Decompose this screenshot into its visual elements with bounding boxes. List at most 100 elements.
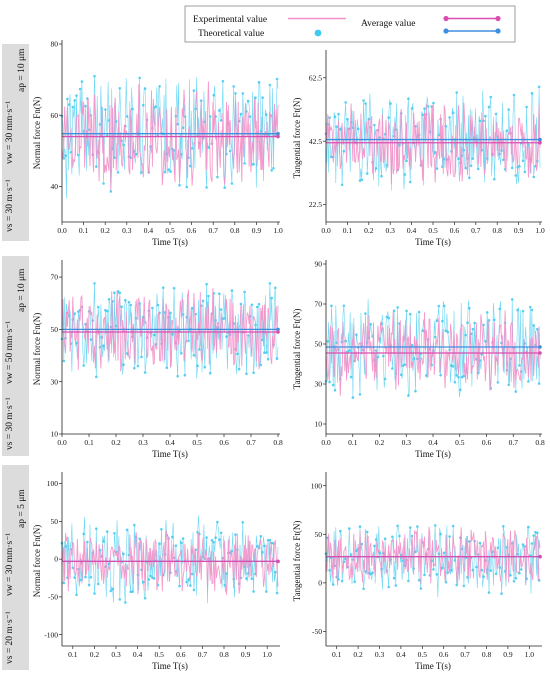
- x-tick-label: 0.8: [219, 650, 229, 659]
- theoretical-value-point: [95, 165, 98, 168]
- theoretical-value-point: [140, 171, 143, 174]
- theoretical-value-point: [218, 292, 221, 296]
- y-tick-label: 22.5: [309, 200, 322, 209]
- theoretical-value-point: [87, 583, 91, 587]
- theoretical-value-point: [107, 562, 111, 565]
- theoretical-value-point: [230, 182, 234, 185]
- theoretical-value-point: [96, 582, 100, 586]
- theoretical-value-point: [371, 571, 374, 575]
- theoretical-value-point: [190, 572, 194, 576]
- x-tick-label: 0.4: [133, 650, 143, 659]
- theoretical-value-point: [439, 532, 442, 536]
- theoretical-value-point: [502, 525, 505, 528]
- theoretical-value-point: [373, 123, 376, 127]
- theoretical-value-point: [407, 394, 410, 397]
- theoretical-value-point: [248, 115, 252, 118]
- theoretical-value-point: [387, 585, 391, 589]
- theoretical-value-point: [241, 92, 245, 95]
- theoretical-value-point: [346, 117, 349, 121]
- x-tick-label: 0.6: [482, 438, 492, 447]
- theoretical-value-point: [181, 537, 185, 540]
- theoretical-value-point: [149, 574, 152, 578]
- theoretical-value-point: [257, 80, 261, 84]
- theoretical-value-point: [239, 302, 243, 306]
- theoretical-value-point: [246, 334, 250, 337]
- theoretical-value-point: [468, 176, 471, 180]
- theoretical-value-point: [471, 568, 475, 572]
- theoretical-value-point: [250, 577, 254, 580]
- y-tick-label: 100: [311, 481, 323, 490]
- theoretical-value-point: [527, 380, 530, 383]
- theoretical-value-point: [69, 150, 73, 154]
- theoretical-value-point: [407, 97, 410, 100]
- theoretical-value-point: [178, 584, 181, 588]
- theoretical-value-point: [189, 584, 192, 587]
- y-tick-label: 80: [51, 40, 59, 49]
- x-tick-label: 0.6: [219, 438, 229, 447]
- theoretical-value-point: [433, 335, 437, 339]
- theoretical-value-point: [507, 383, 511, 387]
- theoretical-value-point: [143, 371, 147, 374]
- theoretical-value-point: [437, 133, 441, 137]
- x-tick-label: 0.2: [90, 650, 100, 659]
- condition-label-vw: vw = 50 mm·s⁻¹: [5, 321, 15, 384]
- x-tick-label: 0.8: [230, 226, 240, 235]
- condition-band-row3: vs = 20 m·s⁻¹ vw = 30 mm·s⁻¹ ap = 5 μm: [2, 465, 29, 670]
- theoretical-value-point: [485, 311, 489, 314]
- theoretical-value-point: [330, 155, 333, 159]
- experimental-value-line: [61, 81, 279, 191]
- panel-row1-left: 0.0 0.1 0.2 0.3 0.4 0.5 0.6 0.7 0.8 0.9 1.0 40 60 80 T…: [32, 40, 283, 247]
- theoretical-value-point: [122, 363, 125, 367]
- y-axis-label: Normal force Fn(N): [32, 525, 42, 597]
- x-tick-label: 0.5: [155, 650, 165, 659]
- theoretical-value-point: [362, 99, 365, 102]
- theoretical-value-point: [484, 340, 487, 343]
- average-theoretical-marker: [538, 345, 542, 349]
- theoretical-value-point: [118, 291, 122, 295]
- y-tick-label: 10: [51, 430, 59, 439]
- theoretical-value-point: [261, 96, 264, 99]
- y-tick-label: 42.5: [309, 137, 322, 146]
- theoretical-value-point: [518, 364, 521, 367]
- theoretical-value-point: [507, 108, 511, 111]
- theoretical-value-point: [335, 125, 339, 128]
- theoretical-value-point: [62, 359, 66, 363]
- theoretical-value-point: [122, 552, 125, 556]
- theoretical-value-point: [398, 534, 401, 538]
- average-experimental-marker: [276, 330, 280, 334]
- theoretical-value-point: [414, 550, 417, 554]
- theoretical-value-point: [274, 570, 277, 574]
- theoretical-value-point: [160, 528, 163, 531]
- theoretical-value-point: [154, 105, 158, 108]
- theoretical-value-point: [252, 371, 255, 375]
- theoretical-value-point: [425, 374, 428, 377]
- x-tick-label: 0.2: [111, 438, 121, 447]
- average-experimental-marker: [538, 140, 542, 145]
- theoretical-value-point: [64, 154, 67, 157]
- x-tick-label: 0.4: [165, 438, 175, 447]
- theoretical-value-point: [344, 101, 348, 104]
- theoretical-value-point: [84, 322, 87, 326]
- theoretical-value-point: [331, 583, 335, 586]
- condition-label-vw: vw = 30 mm·s⁻¹: [5, 101, 15, 164]
- theoretical-value-point: [89, 576, 93, 579]
- theoretical-value-point: [172, 286, 176, 290]
- theoretical-value-point: [455, 374, 459, 377]
- theoretical-value-point: [328, 569, 331, 572]
- x-tick-label: 0.8: [493, 226, 503, 235]
- theoretical-value-point: [451, 524, 455, 528]
- theoretical-value-point: [176, 122, 179, 126]
- x-axis-label: Time T(s): [152, 237, 188, 247]
- x-tick-label: 0.5: [418, 650, 428, 659]
- theoretical-value-point: [216, 520, 219, 524]
- theoretical-value-point: [207, 294, 210, 298]
- x-tick-label: 0.6: [176, 650, 186, 659]
- y-tick-label: 0: [54, 555, 58, 564]
- y-tick-label: 30: [315, 380, 323, 389]
- theoretical-value-point: [73, 576, 76, 579]
- theoretical-value-point: [272, 167, 275, 170]
- theoretical-value-point: [219, 531, 223, 535]
- theoretical-value-point: [439, 373, 442, 377]
- theoretical-value-point: [392, 576, 396, 580]
